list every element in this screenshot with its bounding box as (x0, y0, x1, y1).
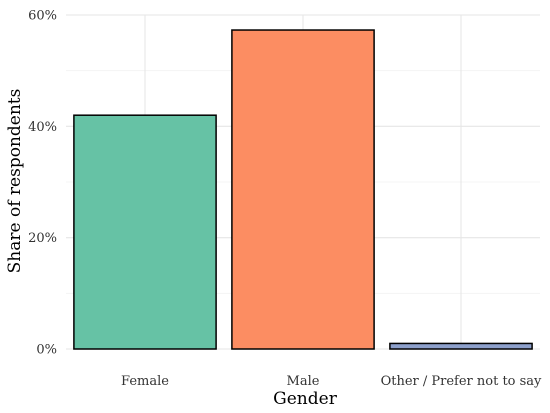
x-axis-title: Gender (273, 389, 338, 409)
bar-female (73, 114, 217, 350)
bars (73, 29, 533, 350)
x-tick-label: Female (121, 374, 169, 389)
y-tick-label: 0% (36, 343, 57, 358)
x-tick-label: Other / Prefer not to say (381, 374, 542, 389)
x-tick-labels: Female Male Other / Prefer not to say (121, 374, 542, 389)
y-tick-label: 60% (28, 9, 57, 24)
bar-other-prefer-not-to-say (389, 342, 533, 350)
y-axis-title: Share of respondents (5, 89, 25, 274)
y-tick-label: 40% (28, 120, 57, 135)
y-tick-labels: 0% 20% 40% 60% (28, 9, 57, 358)
bar-male (231, 29, 375, 350)
x-tick-label: Male (287, 374, 320, 389)
y-tick-label: 20% (28, 231, 57, 246)
